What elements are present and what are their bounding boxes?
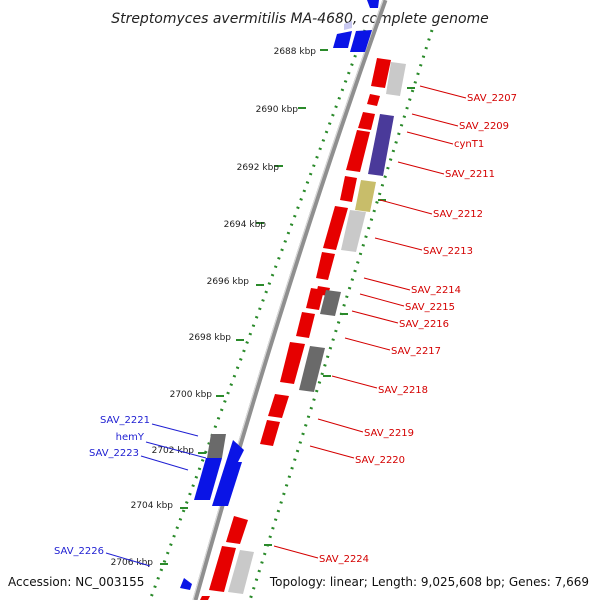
leader-line [406, 131, 454, 145]
tick-label: 2690 kbp [256, 105, 299, 115]
gene-arrow-forward [209, 546, 236, 592]
gene-arrow-forward [323, 206, 348, 250]
gene-label-sav-2224: SAV_2224 [319, 554, 369, 565]
gene-arrow-forward [296, 312, 315, 338]
gene-arrow-forward [200, 596, 210, 600]
gene-arrow-forward [340, 176, 357, 202]
gene-arrow-reverse [194, 458, 222, 500]
gene-arrow-reverse [367, 0, 379, 8]
leader-line [374, 237, 423, 251]
gene-label-sav-2226: SAV_2226 [54, 546, 104, 557]
gene-arrow-forward [371, 58, 391, 88]
gene-label-hemy: hemY [116, 432, 145, 443]
gene-arrow-reverse [180, 578, 192, 590]
leader-line [411, 113, 459, 127]
gene-arrow-forward [280, 342, 305, 384]
gene-arrow-forward [346, 130, 370, 172]
gene-labels-left: SAV_2221 hemY SAV_2223 SAV_2226 [54, 415, 150, 557]
gene-arrow-forward [316, 252, 335, 280]
tick-label: 2706 kbp [111, 558, 154, 568]
gene-arrow-gray-dark [320, 290, 341, 316]
gene-label-sav-2219: SAV_2219 [364, 428, 414, 439]
label-leaders-right [273, 85, 467, 559]
gene-arrow-gray [386, 62, 406, 96]
tick-label: 2694 kbp [224, 220, 267, 230]
gene-label-sav-2223: SAV_2223 [89, 448, 139, 459]
gene-arrow-purple [368, 114, 394, 176]
gene-arrow-gray [228, 550, 254, 594]
tick-label: 2696 kbp [207, 277, 250, 287]
gene-arrow-forward [306, 288, 324, 310]
gene-label-sav-2215: SAV_2215 [405, 302, 455, 313]
gene-arrow-reverse [333, 31, 352, 48]
leader-line [140, 455, 189, 471]
gene-label-sav-2211: SAV_2211 [445, 169, 495, 180]
leader-line [363, 277, 411, 291]
tick-marks [160, 49, 415, 565]
gene-label-sav-2217: SAV_2217 [391, 346, 441, 357]
gene-label-sav-2220: SAV_2220 [355, 455, 405, 466]
gene-arrow-gray-dark [299, 346, 325, 392]
gene-label-sav-2218: SAV_2218 [378, 385, 428, 396]
gene-arrow-forward [268, 394, 289, 418]
leader-line [344, 337, 391, 351]
leader-line [317, 418, 364, 433]
gene-labels-right: SAV_2207 SAV_2209 cynT1 SAV_2211 SAV_221… [319, 93, 517, 565]
accession-text: Accession: NC_003155 [8, 575, 144, 589]
gene-arrow-khaki [355, 180, 376, 212]
leader-line [145, 441, 207, 459]
gene-label-cynt1: cynT1 [454, 139, 484, 150]
genome-axis [192, 0, 388, 600]
gene-features [180, 0, 406, 600]
leader-line [105, 552, 151, 567]
gene-label-sav-2212: SAV_2212 [433, 209, 483, 220]
leader-line [359, 293, 405, 307]
leader-line [151, 423, 199, 437]
leader-line [331, 375, 378, 389]
ruler-right-line [248, 29, 434, 600]
gene-arrow-forward [367, 94, 380, 106]
tick-label: 2700 kbp [170, 390, 213, 400]
gene-label-sav-2213: SAV_2213 [423, 246, 473, 257]
leader-line [273, 545, 319, 559]
gene-arrow-faint [344, 21, 352, 30]
gene-arrow-reverse [212, 462, 242, 506]
genome-summary-text: Topology: linear; Length: 9,025,608 bp; … [269, 575, 589, 589]
leader-line [379, 199, 433, 215]
gene-arrow-forward [358, 112, 375, 130]
leader-line [397, 161, 445, 175]
gene-label-sav-2209: SAV_2209 [459, 121, 509, 132]
gene-label-sav-2207: SAV_2207 [467, 93, 517, 104]
tick-label: 2688 kbp [274, 47, 317, 57]
gene-arrow-gray [341, 210, 366, 252]
tick-label: 2698 kbp [189, 333, 232, 343]
gene-arrow-forward [260, 420, 280, 446]
leader-line [351, 310, 399, 324]
tick-label: 2704 kbp [131, 501, 174, 511]
leader-line [309, 445, 355, 459]
gene-label-sav-2216: SAV_2216 [399, 319, 449, 330]
map-title: Streptomyces avermitilis MA-4680, comple… [111, 11, 489, 27]
genome-axis-highlight [192, 0, 384, 600]
gene-label-sav-2214: SAV_2214 [411, 285, 461, 296]
tick-labels: 2688 kbp 2690 kbp 2692 kbp 2694 kbp 2696… [111, 47, 317, 568]
gene-arrow-reverse [350, 30, 372, 52]
tick-label: 2692 kbp [237, 163, 280, 173]
leader-line [419, 85, 467, 99]
tick-label: 2702 kbp [152, 446, 195, 456]
gene-arrow-forward [226, 516, 248, 544]
gene-arrow-reverse [226, 440, 244, 462]
gene-label-sav-2221: SAV_2221 [100, 415, 150, 426]
label-leaders-left [105, 423, 207, 567]
gene-arrow-gray-dark [207, 434, 226, 458]
